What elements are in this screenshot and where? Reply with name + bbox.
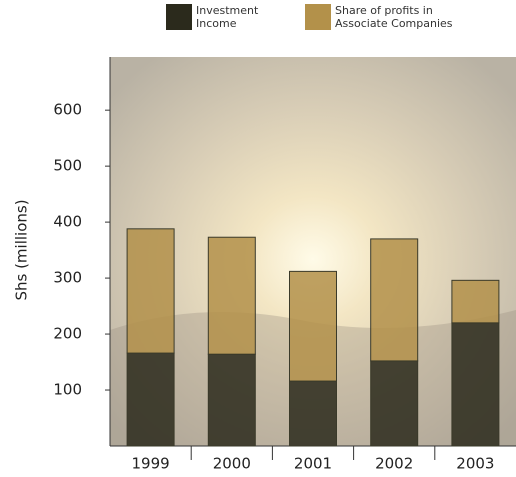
bar-segment <box>451 279 500 324</box>
x-tick-label: 1999 <box>132 455 170 473</box>
x-tick-label: 2003 <box>456 455 494 473</box>
y-tick-label: 300 <box>53 269 82 287</box>
y-tick-label: 400 <box>53 213 82 231</box>
legend-swatch <box>166 4 192 30</box>
y-axis-label: Shs (millions) <box>13 199 31 300</box>
legend-label: Investment Income <box>196 4 259 30</box>
legend-label: Share of profits in Associate Companies <box>335 4 453 30</box>
x-tick-label: 2001 <box>294 455 332 473</box>
y-tick-label: 500 <box>53 157 82 175</box>
bar-segment <box>126 228 175 354</box>
y-tick-label: 200 <box>53 325 82 343</box>
y-tick-label: 600 <box>53 101 82 119</box>
bar-segment <box>370 360 419 447</box>
bar-segment <box>207 353 256 447</box>
bar-segment <box>126 352 175 447</box>
legend-item: Investment Income <box>166 4 276 30</box>
legend-item: Share of profits in Associate Companies <box>305 4 475 30</box>
bar-segment <box>289 270 337 382</box>
bar-segment <box>370 238 419 362</box>
x-tick-label: 2002 <box>375 455 413 473</box>
bar-segment <box>451 322 500 447</box>
y-tick-label: 100 <box>53 381 82 399</box>
bar-segment <box>289 380 337 447</box>
legend-swatch <box>305 4 331 30</box>
x-tick-label: 2000 <box>213 455 251 473</box>
bar-segment <box>207 236 256 355</box>
